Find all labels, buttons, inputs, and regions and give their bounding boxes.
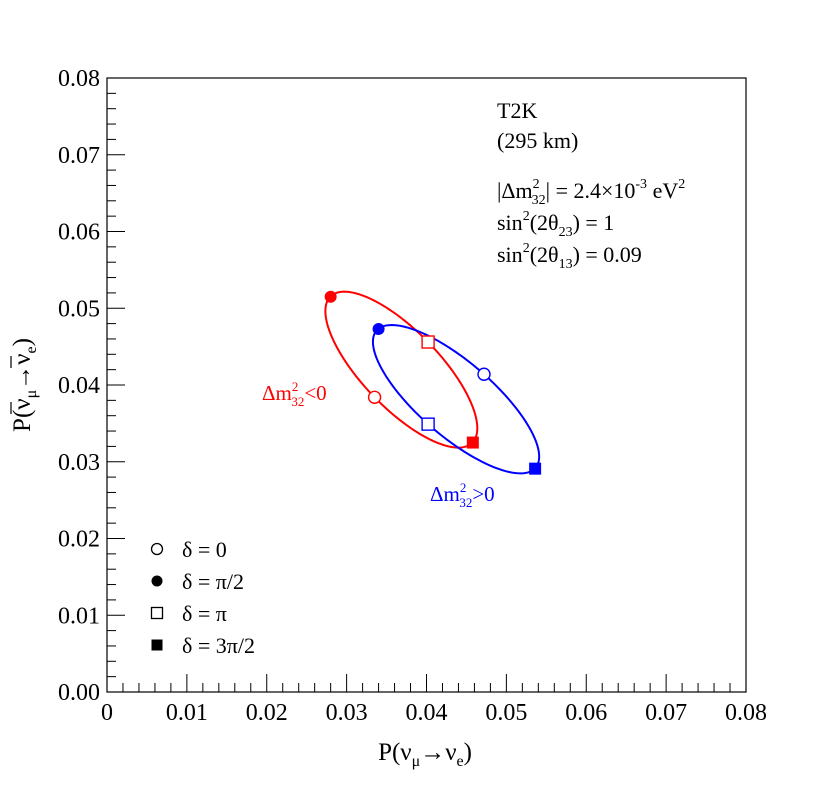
series-label-inverted: Δm2 32<0 bbox=[262, 379, 327, 409]
y-tick-label: 0.08 bbox=[58, 66, 100, 92]
legend-label: δ = 0 bbox=[182, 537, 227, 562]
x-tick-label: 0.05 bbox=[485, 700, 527, 726]
x-tick-label: 0.03 bbox=[326, 700, 368, 726]
axis-ticks bbox=[106, 77, 747, 693]
legend-marker-open-square bbox=[150, 606, 164, 620]
point-open-circle bbox=[477, 367, 491, 381]
point-filled-square bbox=[529, 462, 542, 475]
y-tick-label: 0.06 bbox=[58, 220, 100, 246]
legend-marker-filled-circle bbox=[151, 575, 163, 587]
legend-label: δ = 3π/2 bbox=[182, 633, 255, 658]
series-ellipse-0 bbox=[324, 290, 479, 449]
point-open-square bbox=[421, 335, 435, 349]
legend-label: δ = π bbox=[182, 601, 227, 626]
point-open-circle bbox=[367, 390, 382, 404]
x-tick-label: 0.02 bbox=[246, 700, 288, 726]
legend-marker-filled-square bbox=[151, 639, 163, 651]
data-points bbox=[324, 290, 542, 475]
sin13-text: sin2(2θ13) = 0.09 bbox=[497, 241, 642, 272]
legend-marker-open-circle bbox=[150, 542, 164, 556]
y-tick-label: 0.07 bbox=[58, 143, 100, 169]
point-open-square bbox=[421, 417, 435, 431]
baseline-text: (295 km) bbox=[497, 128, 578, 153]
x-tick-label: 0.07 bbox=[645, 700, 687, 726]
y-tick-label: 0.05 bbox=[58, 296, 100, 322]
y-tick-label: 0.04 bbox=[58, 373, 100, 399]
y-tick-label: 0.03 bbox=[58, 450, 100, 476]
y-axis-title-group: P(νμ→νe) bbox=[9, 338, 40, 432]
annotation-block: T2K (295 km) |Δm2 32| = 2.4×10-3 eV2 sin2… bbox=[497, 98, 685, 272]
point-filled-circle bbox=[372, 322, 385, 335]
point-filled-square bbox=[466, 436, 479, 449]
plot-frame bbox=[106, 77, 747, 693]
x-tick-label: 0.04 bbox=[406, 700, 448, 726]
oscillation-ellipses bbox=[324, 290, 541, 475]
series-label-normal: Δm2 32>0 bbox=[430, 480, 495, 510]
legend: δ = 0 δ = π/2 δ = π δ = 3π/2 bbox=[150, 537, 255, 658]
point-filled-circle bbox=[324, 290, 337, 303]
x-tick-label: 0 bbox=[101, 700, 113, 726]
dm32-text: |Δm2 32| = 2.4×10-3 eV2 bbox=[497, 177, 685, 208]
series-ellipse-1 bbox=[371, 324, 541, 475]
sin23-text: sin2(2θ23) = 1 bbox=[497, 209, 614, 240]
x-tick-label: 0.06 bbox=[565, 700, 607, 726]
legend-label: δ = π/2 bbox=[182, 569, 244, 594]
y-tick-label: 0.01 bbox=[58, 603, 100, 629]
x-tick-label: 0.08 bbox=[725, 700, 767, 726]
x-tick-label: 0.01 bbox=[166, 700, 208, 726]
y-tick-label: 0.00 bbox=[58, 680, 100, 706]
experiment-name: T2K bbox=[497, 98, 537, 123]
y-axis-title: P(νμ→νe) bbox=[9, 338, 40, 432]
x-axis-title: P(νμ→νe) bbox=[378, 739, 472, 770]
y-tick-label: 0.02 bbox=[58, 527, 100, 553]
axis-tick-labels: 0 0.01 0.02 0.03 0.04 0.05 0.06 0.07 0.08 0.00 0.0… bbox=[58, 66, 767, 726]
